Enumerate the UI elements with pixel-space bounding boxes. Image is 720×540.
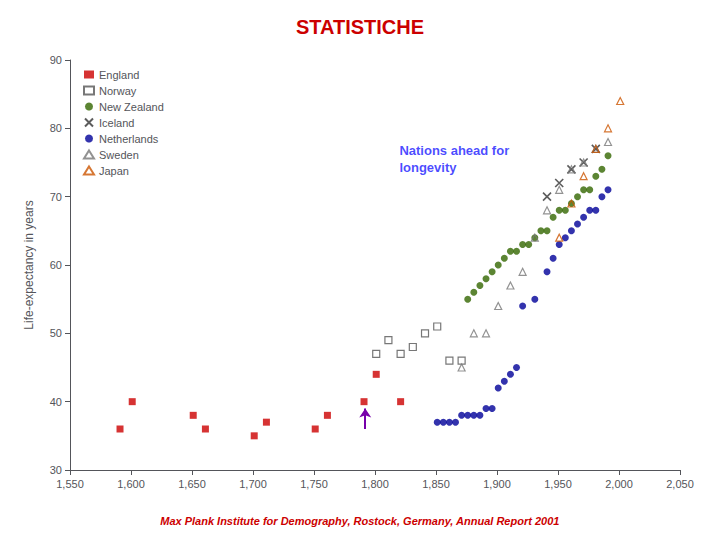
svg-text:1,900: 1,900	[483, 478, 511, 490]
svg-text:1,650: 1,650	[178, 478, 206, 490]
svg-text:1,850: 1,850	[422, 478, 450, 490]
svg-text:70: 70	[50, 191, 62, 203]
svg-text:30: 30	[50, 464, 62, 476]
svg-text:2,000: 2,000	[605, 478, 633, 490]
svg-text:longevity: longevity	[399, 160, 457, 175]
svg-text:1,550: 1,550	[56, 478, 84, 490]
svg-text:90: 90	[50, 54, 62, 66]
svg-text:Sweden: Sweden	[99, 149, 139, 161]
svg-text:Iceland: Iceland	[99, 117, 134, 129]
svg-text:England: England	[99, 69, 139, 81]
svg-text:1,800: 1,800	[361, 478, 389, 490]
svg-text:40: 40	[50, 396, 62, 408]
svg-text:New Zealand: New Zealand	[99, 101, 164, 113]
svg-text:Nations ahead for: Nations ahead for	[399, 143, 509, 158]
svg-text:2,050: 2,050	[666, 478, 694, 490]
svg-text:80: 80	[50, 122, 62, 134]
svg-text:Life-expectancy in years: Life-expectancy in years	[22, 200, 36, 329]
svg-text:60: 60	[50, 259, 62, 271]
svg-text:1,750: 1,750	[300, 478, 328, 490]
svg-text:Norway: Norway	[99, 85, 137, 97]
svg-text:1,950: 1,950	[544, 478, 572, 490]
svg-text:Netherlands: Netherlands	[99, 133, 159, 145]
svg-text:1,700: 1,700	[239, 478, 267, 490]
svg-text:50: 50	[50, 327, 62, 339]
svg-text:1,600: 1,600	[117, 478, 145, 490]
svg-text:Japan: Japan	[99, 165, 129, 177]
svg-text:Max Plank Institute for Demogr: Max Plank Institute for Demography, Rost…	[160, 515, 559, 527]
svg-text:STATISTICHE: STATISTICHE	[296, 16, 424, 38]
